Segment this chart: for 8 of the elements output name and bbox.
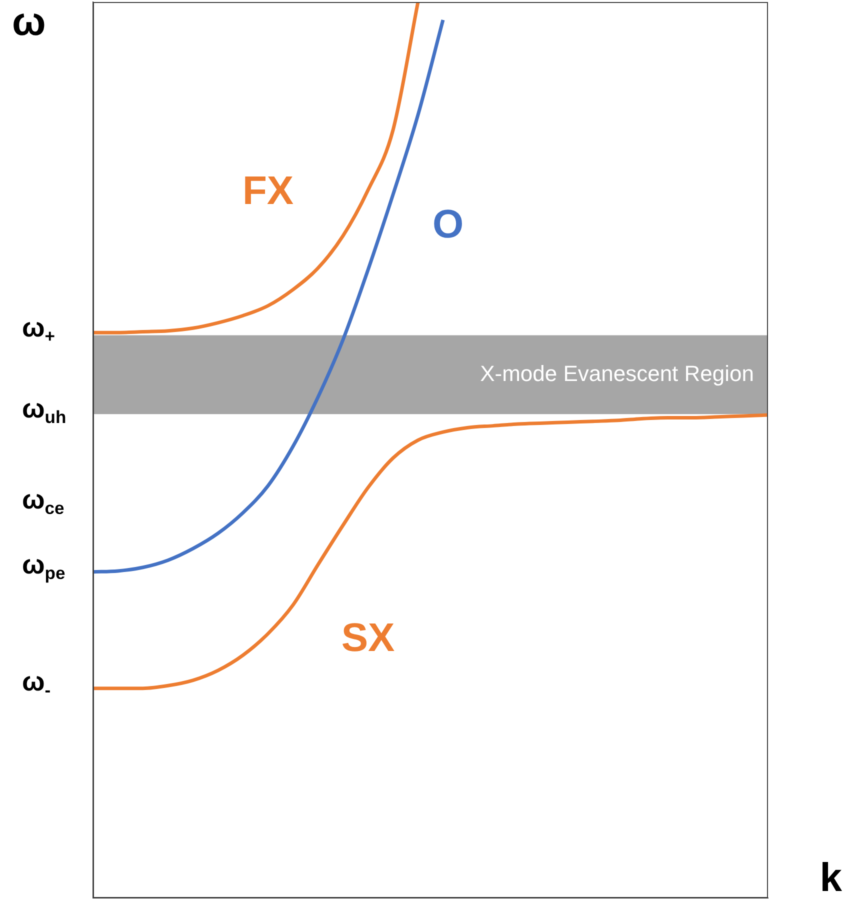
series-label: SX — [341, 616, 395, 660]
series-label: O — [432, 202, 464, 247]
band-label: X-mode Evanescent Region — [480, 360, 754, 386]
x-axis-title: k — [820, 856, 843, 900]
y-axis-title: ω — [12, 0, 46, 44]
text: ω- — [22, 666, 51, 700]
series-label: FX — [242, 169, 294, 214]
text: ω+ — [22, 312, 56, 346]
